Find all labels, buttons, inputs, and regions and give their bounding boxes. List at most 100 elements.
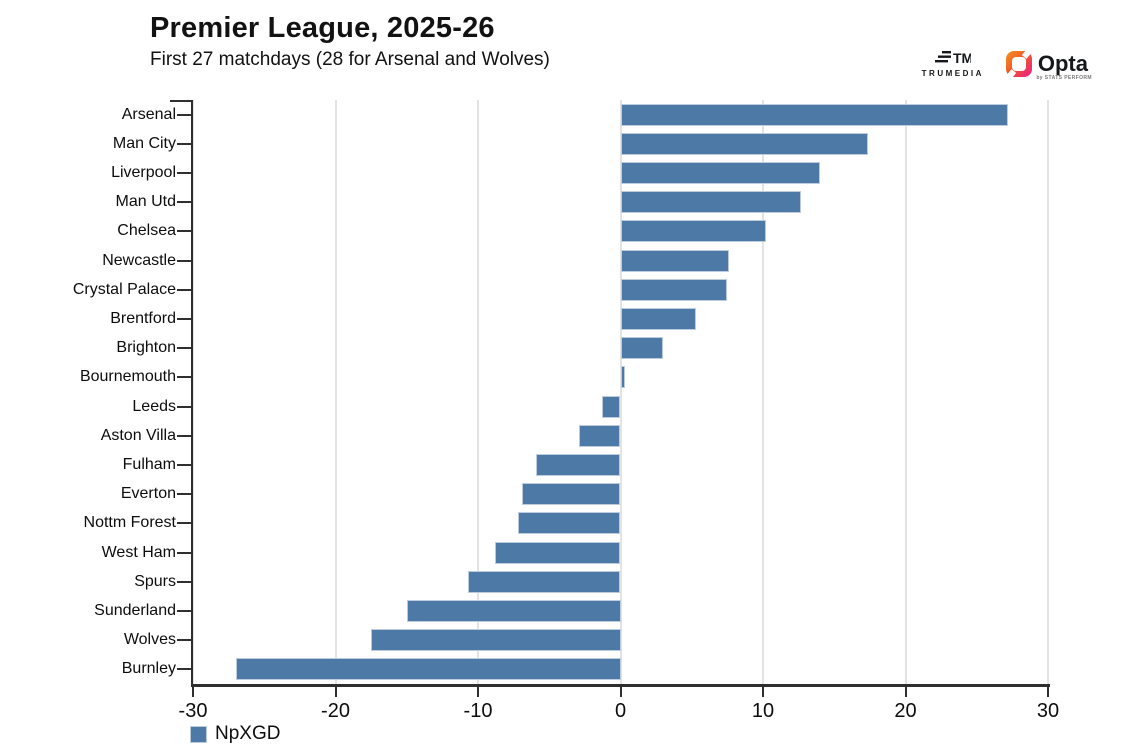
y-axis-label-everton: Everton xyxy=(120,485,176,503)
x-axis-line xyxy=(191,684,1050,687)
y-axis-label-brentford: Brentford xyxy=(110,310,176,327)
x-axis-tick xyxy=(477,684,479,697)
y-axis-tick xyxy=(177,201,191,204)
y-axis-label-burnley: Burnley xyxy=(121,660,176,678)
bar-wolves xyxy=(371,629,621,652)
y-axis-label-man-city: Man City xyxy=(112,134,176,152)
x-axis-tick xyxy=(334,684,337,697)
gridline xyxy=(334,100,337,684)
bar-newcastle xyxy=(620,249,729,272)
bar-fulham xyxy=(536,454,621,476)
bar-man-utd xyxy=(620,191,802,214)
gridline xyxy=(192,100,194,684)
bar-chelsea xyxy=(620,220,766,243)
opta-icon xyxy=(1005,48,1033,80)
gridline xyxy=(1047,100,1049,684)
y-axis-tick xyxy=(177,288,191,291)
legend: NpXGD xyxy=(190,723,280,745)
y-axis-tick xyxy=(177,318,191,320)
bar-spurs xyxy=(468,570,621,593)
y-axis-tick xyxy=(177,172,191,174)
x-axis-tick-label: -20 xyxy=(321,700,350,722)
bar-west-ham xyxy=(495,541,621,564)
y-axis-label-sunderland: Sunderland xyxy=(94,602,176,619)
y-axis-tick xyxy=(177,551,191,554)
opta-label: Opta xyxy=(1037,51,1088,76)
y-axis-tick xyxy=(177,113,191,116)
y-axis-label-west-ham: West Ham xyxy=(101,543,176,561)
x-axis-tick-label: 30 xyxy=(1036,700,1060,722)
bar-leeds xyxy=(601,395,621,418)
gridline xyxy=(762,100,764,684)
x-axis-tick xyxy=(904,684,907,697)
bar-man-city xyxy=(620,132,869,155)
y-axis-tick xyxy=(177,668,191,671)
trumedia-label: TRUMEDIA xyxy=(921,69,984,78)
bar-brighton xyxy=(620,337,664,360)
x-axis-tick-label: -10 xyxy=(463,700,493,722)
page-title: Premier League, 2025-26 xyxy=(150,12,495,44)
svg-text:TM: TM xyxy=(953,50,971,66)
y-axis-tick xyxy=(177,230,191,233)
x-axis-tick-label: 10 xyxy=(751,700,775,722)
bar-everton xyxy=(522,483,621,506)
y-axis-label-arsenal: Arsenal xyxy=(121,105,176,123)
gridline xyxy=(477,100,479,684)
trumedia-logo: TM TRUMEDIA xyxy=(922,50,984,78)
y-axis-label-bournemouth: Bournemouth xyxy=(79,368,176,386)
y-axis-label-crystal-palace: Crystal Palace xyxy=(72,280,176,298)
y-axis-tick xyxy=(177,376,191,379)
y-axis-tick xyxy=(177,142,191,145)
gridline xyxy=(619,100,622,684)
y-axis-tick xyxy=(177,464,191,466)
bar-aston-villa xyxy=(579,424,621,447)
bar-burnley xyxy=(235,658,621,681)
y-axis-label-leeds: Leeds xyxy=(132,397,176,415)
x-axis-tick-label: 0 xyxy=(614,700,627,722)
bar-crystal-palace xyxy=(620,278,728,301)
y-axis-tick xyxy=(177,610,191,612)
y-axis-label-liverpool: Liverpool xyxy=(111,164,176,181)
gridline xyxy=(904,100,907,684)
x-axis-tick xyxy=(762,684,764,697)
x-axis-tick xyxy=(192,684,194,697)
y-axis-tick xyxy=(177,580,191,583)
y-axis-label-aston-villa: Aston Villa xyxy=(100,426,176,444)
y-axis-tick xyxy=(177,522,191,525)
y-axis-label-fulham: Fulham xyxy=(122,456,176,473)
branding: TM TRUMEDIA Opta by STATS PERFORM xyxy=(922,48,1092,81)
legend-swatch xyxy=(190,725,207,743)
bar-brentford xyxy=(620,308,697,330)
y-axis-label-man-utd: Man Utd xyxy=(115,193,176,211)
bar-bournemouth xyxy=(620,366,625,389)
y-axis-tick xyxy=(177,434,191,437)
y-axis-tick xyxy=(177,259,191,262)
y-axis-tick xyxy=(177,493,191,496)
y-axis-label-spurs: Spurs xyxy=(134,572,176,590)
y-axis-label-wolves: Wolves xyxy=(123,631,176,649)
x-axis-tick-label: -30 xyxy=(178,700,208,722)
y-axis-label-nottm-forest: Nottm Forest xyxy=(83,514,176,532)
x-axis-tick xyxy=(619,684,622,697)
opta-logo: Opta by STATS PERFORM xyxy=(1005,48,1092,81)
y-axis-line xyxy=(191,100,193,686)
bar-nottm-forest xyxy=(517,512,621,535)
y-axis-label-chelsea: Chelsea xyxy=(117,222,176,240)
y-axis-label-newcastle: Newcastle xyxy=(102,251,176,269)
y-axis-tick xyxy=(177,639,191,642)
opta-sublabel: by STATS PERFORM xyxy=(1036,75,1092,81)
y-axis-tick xyxy=(177,405,191,408)
legend-label: NpXGD xyxy=(215,723,281,744)
trumedia-icon: TM xyxy=(934,50,971,66)
x-axis-tick xyxy=(1047,684,1049,697)
x-axis-tick-label: 20 xyxy=(894,700,917,722)
chart-header: Premier League, 2025-26 First 27 matchda… xyxy=(150,10,550,71)
y-axis-end-tick xyxy=(170,100,191,102)
bar-liverpool xyxy=(620,162,820,184)
y-axis-tick xyxy=(177,347,191,350)
y-axis-label-brighton: Brighton xyxy=(116,339,176,357)
bar-arsenal xyxy=(620,103,1009,126)
page-subtitle: First 27 matchdays (28 for Arsenal and W… xyxy=(150,49,550,71)
bar-sunderland xyxy=(406,600,621,622)
